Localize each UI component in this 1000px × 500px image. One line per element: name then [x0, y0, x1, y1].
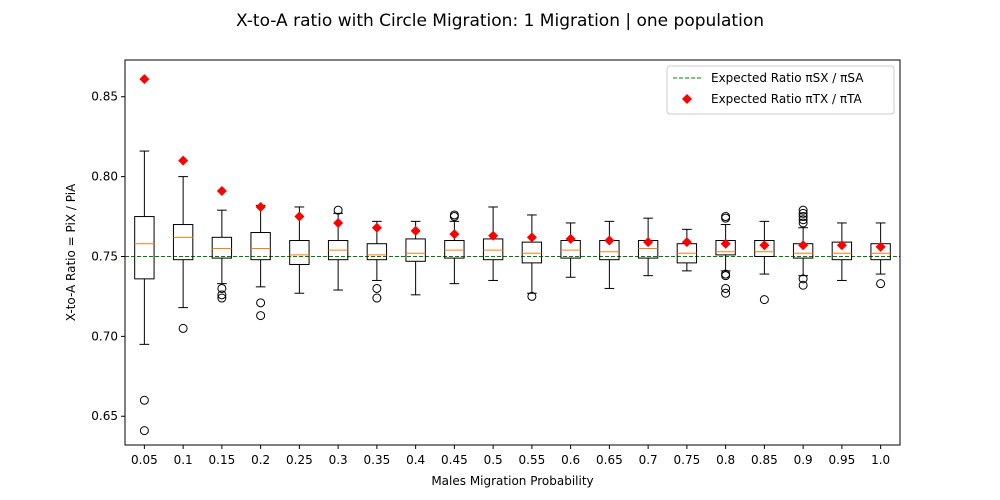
- x-tick-label: 0.9: [794, 453, 813, 467]
- box-iqr: [521, 241, 543, 264]
- expected-ratio-point: [681, 237, 692, 248]
- outlier-point: [721, 288, 731, 298]
- expected-ratio-point: [255, 201, 266, 212]
- x-tick-label: 0.05: [131, 453, 158, 467]
- outlier-point: [217, 293, 227, 303]
- x-tick-label: 0.3: [329, 453, 348, 467]
- expected-ratio-point: [526, 232, 537, 243]
- expected-ratio-point: [410, 225, 421, 236]
- expected-ratio-point: [216, 185, 227, 196]
- outlier-point: [798, 215, 808, 225]
- x-tick-label: 0.45: [441, 453, 468, 467]
- plot-area: 0.65 0.70 0.75 0.80 0.85 0.05 0.1 0.15 0.2 0.25 0.…: [91, 74, 900, 467]
- legend-label-line: Expected Ratio πSX / πSA: [711, 71, 864, 85]
- outlier-point: [759, 295, 769, 305]
- x-tick-label: 0.25: [286, 453, 313, 467]
- outlier-point: [178, 323, 188, 333]
- box-iqr: [289, 240, 310, 265]
- outlier-point: [217, 283, 227, 293]
- x-tick-label: 0.2: [251, 453, 270, 467]
- outlier-point: [139, 395, 149, 405]
- outlier-point: [449, 212, 459, 222]
- box-iqr: [211, 236, 233, 259]
- expected-ratio-point: [488, 230, 499, 241]
- x-tick-label: 0.75: [674, 453, 701, 467]
- expected-ratio-point: [643, 237, 654, 248]
- box-iqr: [250, 232, 271, 261]
- expected-ratio-point: [875, 241, 886, 252]
- expected-ratio-point: [720, 238, 731, 249]
- x-tick-label: 0.8: [716, 453, 735, 467]
- x-axis-title: Males Migration Probability: [431, 474, 593, 488]
- box-iqr: [134, 216, 155, 280]
- expected-ratio-point: [178, 155, 189, 166]
- legend-box: [666, 65, 895, 115]
- legend-label-points: Expected Ratio πTX / πTA: [711, 92, 862, 106]
- y-tick-label: 0.70: [91, 329, 118, 343]
- expected-ratio-point: [759, 240, 770, 251]
- x-tick-label: 0.7: [639, 453, 658, 467]
- x-tick-label: 0.5: [484, 453, 503, 467]
- expected-ratio-point: [449, 229, 460, 240]
- legend-diamond-swatch: [682, 94, 692, 104]
- expected-ratio-point: [371, 222, 382, 233]
- outlier-point: [798, 205, 808, 215]
- box-iqr: [172, 224, 194, 261]
- x-tick-label: 0.6: [561, 453, 580, 467]
- outlier-point: [721, 271, 731, 281]
- expected-ratio-point: [604, 235, 615, 246]
- outlier-point: [876, 279, 886, 289]
- y-tick-label: 0.85: [91, 90, 118, 104]
- outlier-point: [798, 212, 808, 222]
- expected-ratio-point: [798, 240, 809, 251]
- x-tick-label: 0.65: [596, 453, 623, 467]
- box-iqr: [366, 243, 388, 261]
- outlier-point: [333, 205, 343, 215]
- outlier-point: [256, 311, 266, 321]
- expected-ratio-point: [333, 217, 344, 228]
- chart-title: X-to-A ratio with Circle Migration: 1 Mi…: [236, 11, 764, 31]
- outlier-point: [372, 293, 382, 303]
- box-iqr: [405, 238, 426, 262]
- outlier-point: [256, 298, 266, 308]
- x-tick-label: 0.15: [209, 453, 236, 467]
- outlier-point: [217, 290, 227, 300]
- x-tick-label: 0.85: [751, 453, 778, 467]
- outlier-point: [798, 218, 808, 228]
- outlier-point: [721, 283, 731, 293]
- expected-ratio-point: [139, 74, 150, 85]
- y-tick-label: 0.80: [91, 170, 118, 184]
- legend: Expected Ratio πSX / πSA Expected Ratio …: [666, 65, 895, 115]
- x-tick-label: 0.1: [174, 453, 193, 467]
- expected-ratio-point: [836, 240, 847, 251]
- y-tick-label: 0.65: [91, 409, 118, 423]
- x-tick-label: 0.55: [519, 453, 546, 467]
- outlier-point: [798, 274, 808, 284]
- box-iqr: [444, 240, 465, 259]
- expected-ratio-point: [565, 233, 576, 244]
- outlier-point: [527, 291, 537, 301]
- x-tick-label: 0.35: [364, 453, 391, 467]
- outlier-point: [798, 280, 808, 290]
- plot-frame: [124, 59, 901, 446]
- outlier-point: [372, 283, 382, 293]
- outlier-point: [721, 213, 731, 223]
- x-tick-label: 0.4: [406, 453, 425, 467]
- x-tick-label: 0.95: [829, 453, 856, 467]
- outlier-point: [798, 208, 808, 218]
- x-tick-label: 1.0: [871, 453, 890, 467]
- y-axis-title: X-to-A Ratio = PiX / PiA: [64, 183, 78, 321]
- expected-ratio-point: [294, 211, 305, 222]
- outlier-point: [139, 426, 149, 436]
- y-tick-label: 0.75: [91, 249, 118, 263]
